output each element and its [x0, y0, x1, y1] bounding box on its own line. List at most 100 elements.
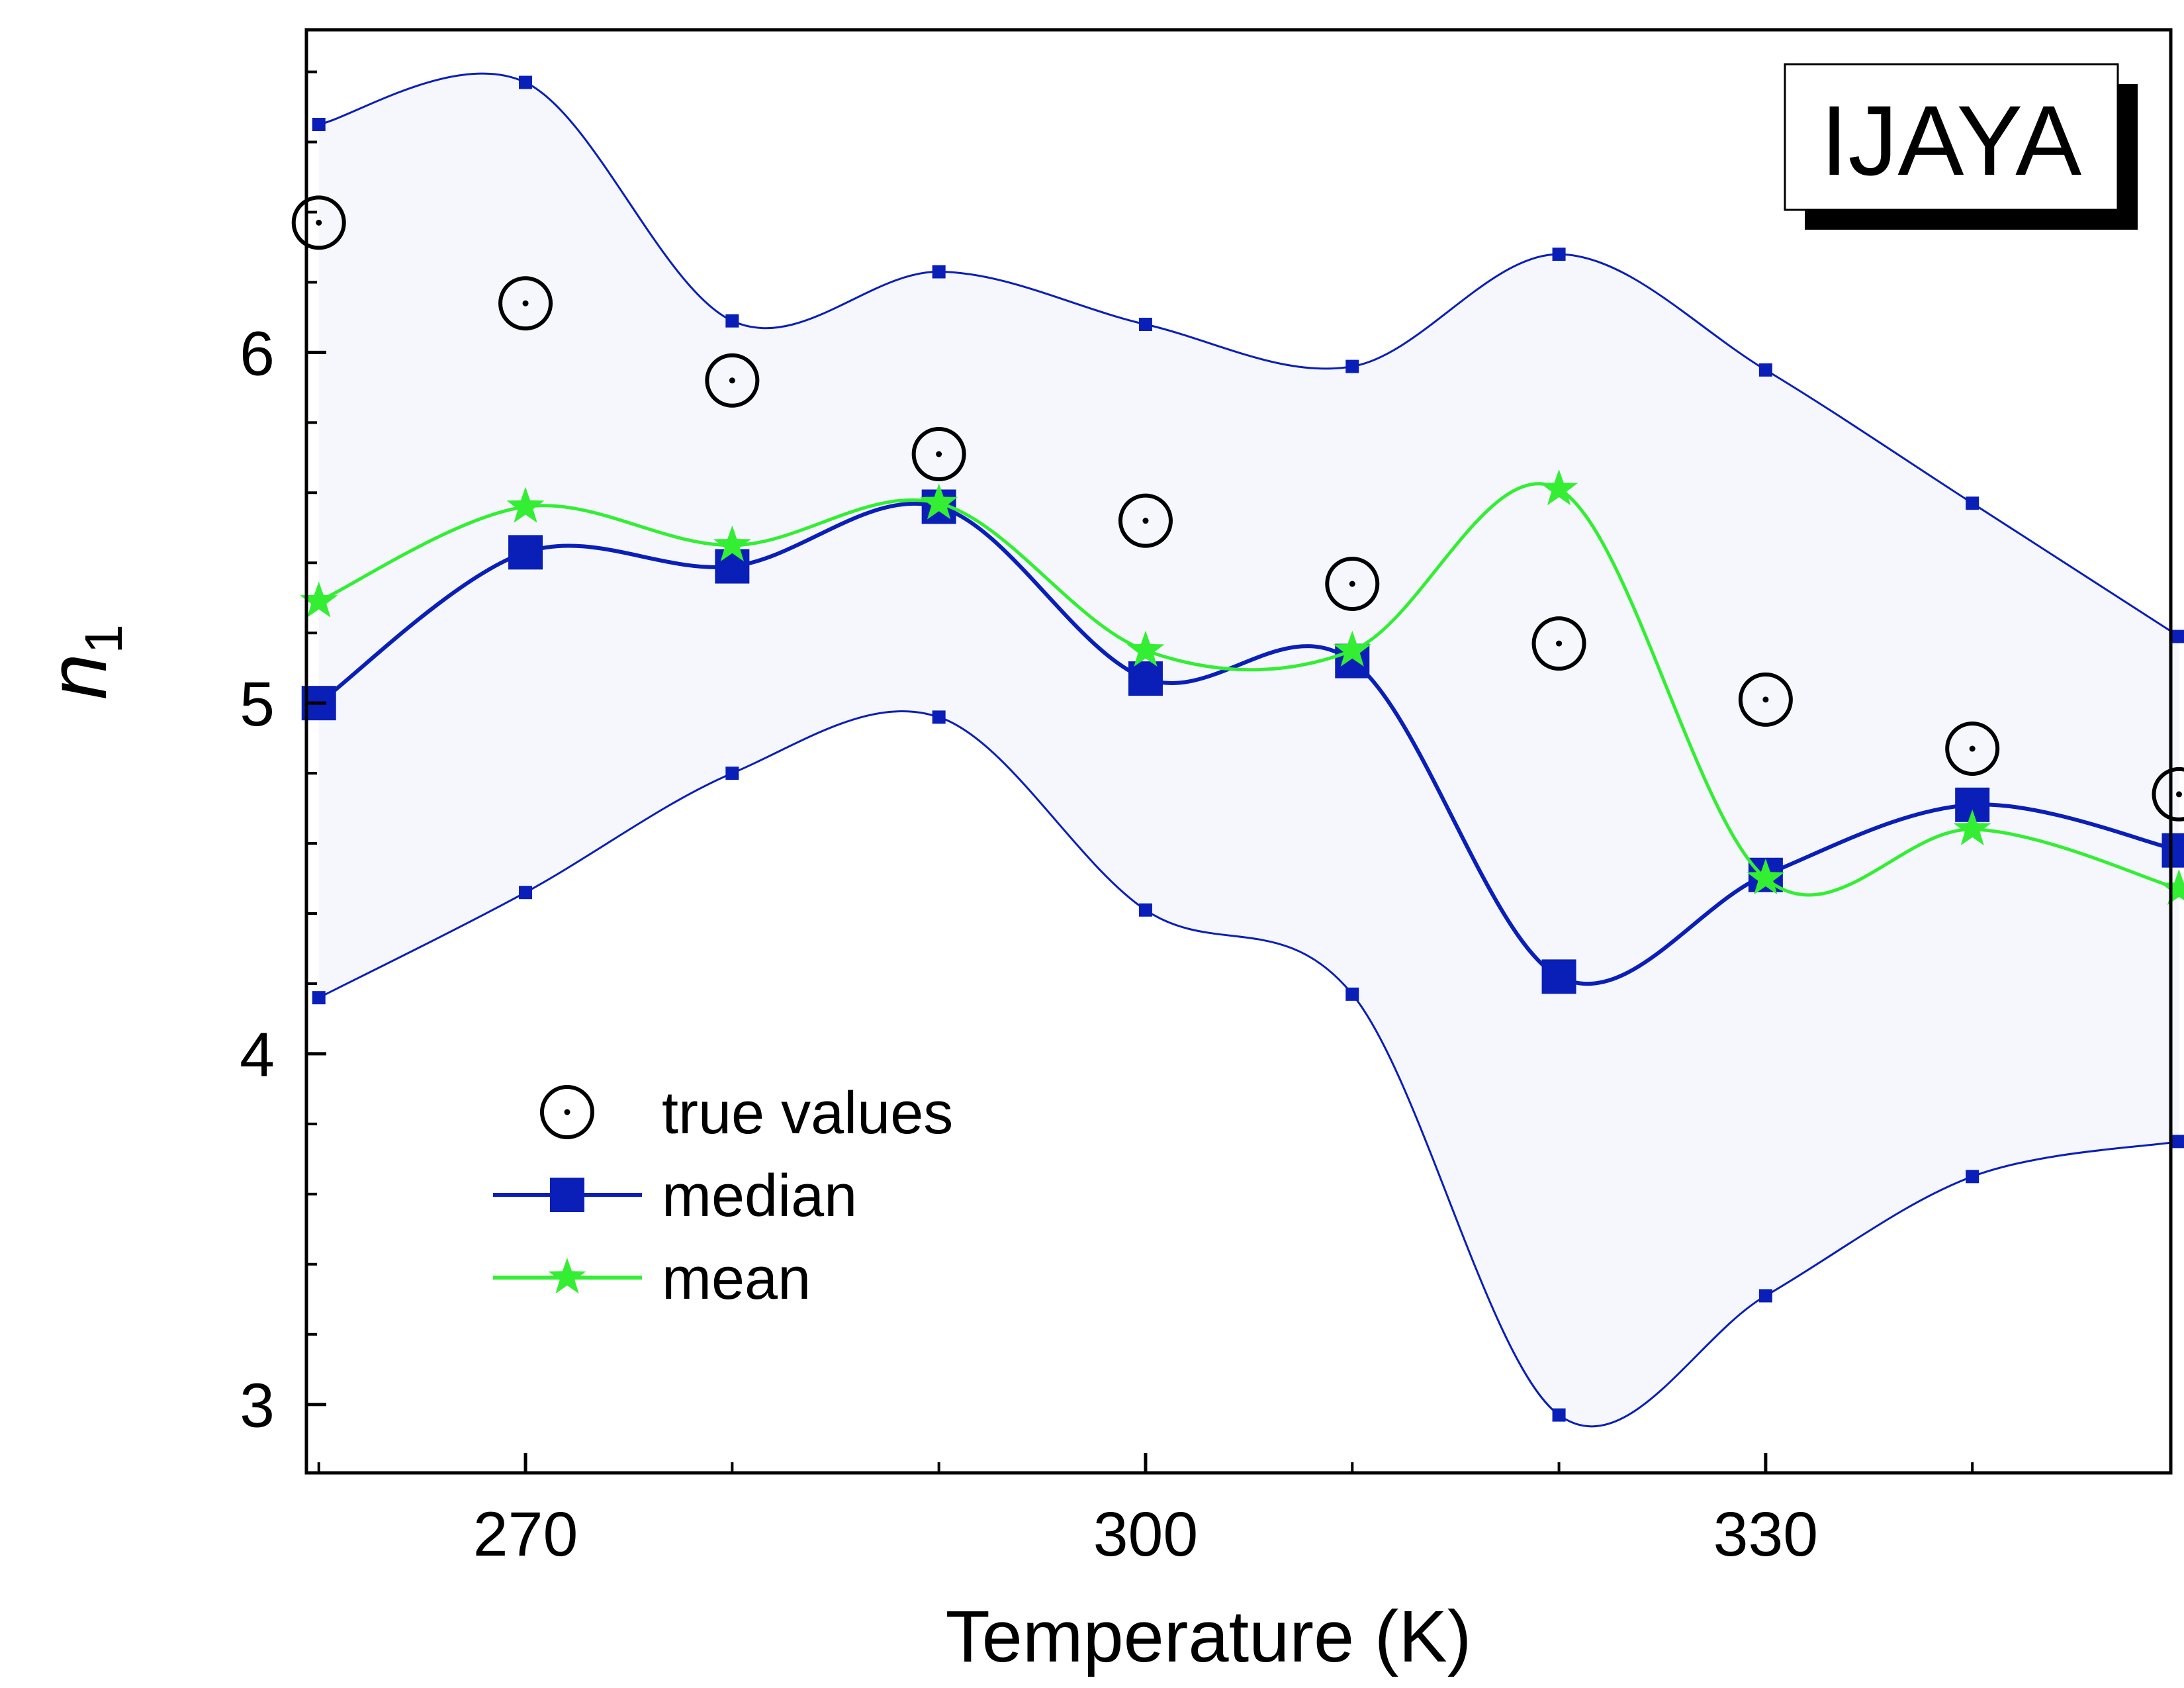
- true-value-point: [1325, 557, 1380, 612]
- true-value-circle: [1118, 493, 1173, 548]
- mean-point: [1953, 809, 1991, 846]
- true-value-dot: [1556, 640, 1563, 647]
- true-value-circle: [291, 195, 346, 250]
- band-upper-point: [1966, 496, 1979, 510]
- band-upper-point: [1552, 248, 1566, 261]
- true-value-dot: [1762, 696, 1769, 703]
- band-lower-point: [1345, 987, 1359, 1001]
- mean-point: [1126, 630, 1165, 667]
- true-value-dot: [729, 377, 735, 384]
- true-value-circle: [1325, 557, 1380, 612]
- true-value-circle: [1945, 722, 2000, 776]
- true-value-circle: [705, 353, 760, 408]
- true-value-dot: [936, 451, 942, 457]
- legend-label: median: [662, 1163, 857, 1229]
- mean-point: [300, 581, 338, 618]
- band-lower-point: [1966, 1170, 1979, 1184]
- band-lower-point: [2172, 1135, 2184, 1149]
- band-upper-point: [1345, 359, 1359, 373]
- true-value-dot: [2175, 791, 2182, 798]
- legend-item-mean: mean: [493, 1246, 811, 1312]
- confidence-band-fill: [318, 73, 2179, 1427]
- series-true-values: [291, 195, 2184, 821]
- inset-label-frame: [1784, 63, 2119, 211]
- legend-median-symbol: [550, 1178, 584, 1212]
- median-point: [2161, 833, 2184, 868]
- band-layer: [312, 72, 2184, 1428]
- y-axis-label-subscript: 1: [74, 624, 133, 654]
- legend-item-median: median: [493, 1163, 857, 1229]
- true-value-point: [1945, 722, 2000, 776]
- true-value-circle: [2152, 767, 2184, 821]
- legend-label: true values: [662, 1080, 953, 1147]
- true-value-dot: [1969, 745, 1976, 752]
- y-axis-label-main: n: [32, 653, 124, 700]
- legend: true values median mean: [493, 1080, 953, 1312]
- true-value-circle: [911, 427, 966, 482]
- mean-point: [1747, 859, 1785, 895]
- band-upper-point: [1758, 363, 1772, 377]
- mean-point: [1540, 469, 1578, 506]
- legend-true-values-dot: [564, 1109, 570, 1115]
- legend-true-values-symbol: [540, 1085, 594, 1139]
- series-mean: [300, 469, 2184, 906]
- band-lower-point: [725, 767, 739, 780]
- mean-point: [1333, 630, 1371, 667]
- true-value-circle: [498, 276, 553, 331]
- true-value-point: [1531, 616, 1586, 671]
- y-tick-label: 5: [240, 669, 275, 739]
- median-point: [1541, 959, 1576, 994]
- true-value-point: [705, 353, 760, 408]
- band-lower-point: [932, 710, 946, 724]
- legend-mean-symbol: [548, 1258, 586, 1294]
- mean-point: [713, 525, 751, 561]
- true-value-dot: [1349, 581, 1355, 587]
- band-upper-point: [519, 75, 533, 89]
- x-tick-label: 270: [473, 1499, 578, 1570]
- band-upper-point: [312, 118, 326, 132]
- inset-label-box: IJAYA: [1784, 63, 2138, 230]
- mean-point: [920, 483, 958, 520]
- confidence-band-upper-line: [318, 72, 2180, 637]
- series-line: [317, 501, 2180, 986]
- confidence-band-lower-line: [318, 710, 2179, 1428]
- band-upper-point: [1138, 318, 1152, 332]
- x-axis-label: Temperature (K): [946, 1596, 1472, 1677]
- true-value-dot: [522, 300, 529, 306]
- inset-label-text: IJAYA: [1821, 85, 2082, 196]
- median-point: [715, 549, 750, 584]
- band-lower-point: [1758, 1289, 1772, 1303]
- mean-point: [506, 487, 545, 523]
- legend-item-true-values: true values: [540, 1080, 953, 1147]
- band-upper-point: [2172, 630, 2184, 643]
- true-value-circle: [1531, 616, 1586, 671]
- true-value-circle: [1738, 672, 1793, 727]
- band-lower-point: [1552, 1408, 1566, 1422]
- band-upper-point: [725, 314, 739, 328]
- x-axis: 270 300 330: [317, 1453, 1974, 1570]
- y-tick-label: 4: [240, 1020, 275, 1090]
- band-lower-point: [1138, 903, 1152, 917]
- y-tick-label: 6: [240, 318, 275, 389]
- true-value-dot: [316, 219, 322, 226]
- true-value-dot: [1142, 518, 1149, 524]
- confidence-band-markers: [312, 75, 2184, 1422]
- legend-label: mean: [662, 1246, 811, 1312]
- true-value-point: [2152, 767, 2184, 821]
- band-lower-point: [519, 886, 533, 900]
- median-point: [508, 535, 543, 570]
- median-point: [1128, 661, 1163, 696]
- series-line: [318, 482, 2180, 897]
- band-upper-point: [932, 265, 946, 279]
- true-value-point: [1118, 493, 1173, 548]
- true-value-point: [911, 427, 966, 482]
- true-value-point: [291, 195, 346, 250]
- true-value-point: [498, 276, 553, 331]
- band-lower-point: [312, 991, 326, 1005]
- true-value-point: [1738, 672, 1793, 727]
- x-tick-label: 330: [1713, 1499, 1819, 1570]
- x-tick-label: 300: [1093, 1499, 1199, 1570]
- y-axis: 3 4 5 6: [240, 70, 326, 1441]
- plot-frame: [304, 28, 2173, 1475]
